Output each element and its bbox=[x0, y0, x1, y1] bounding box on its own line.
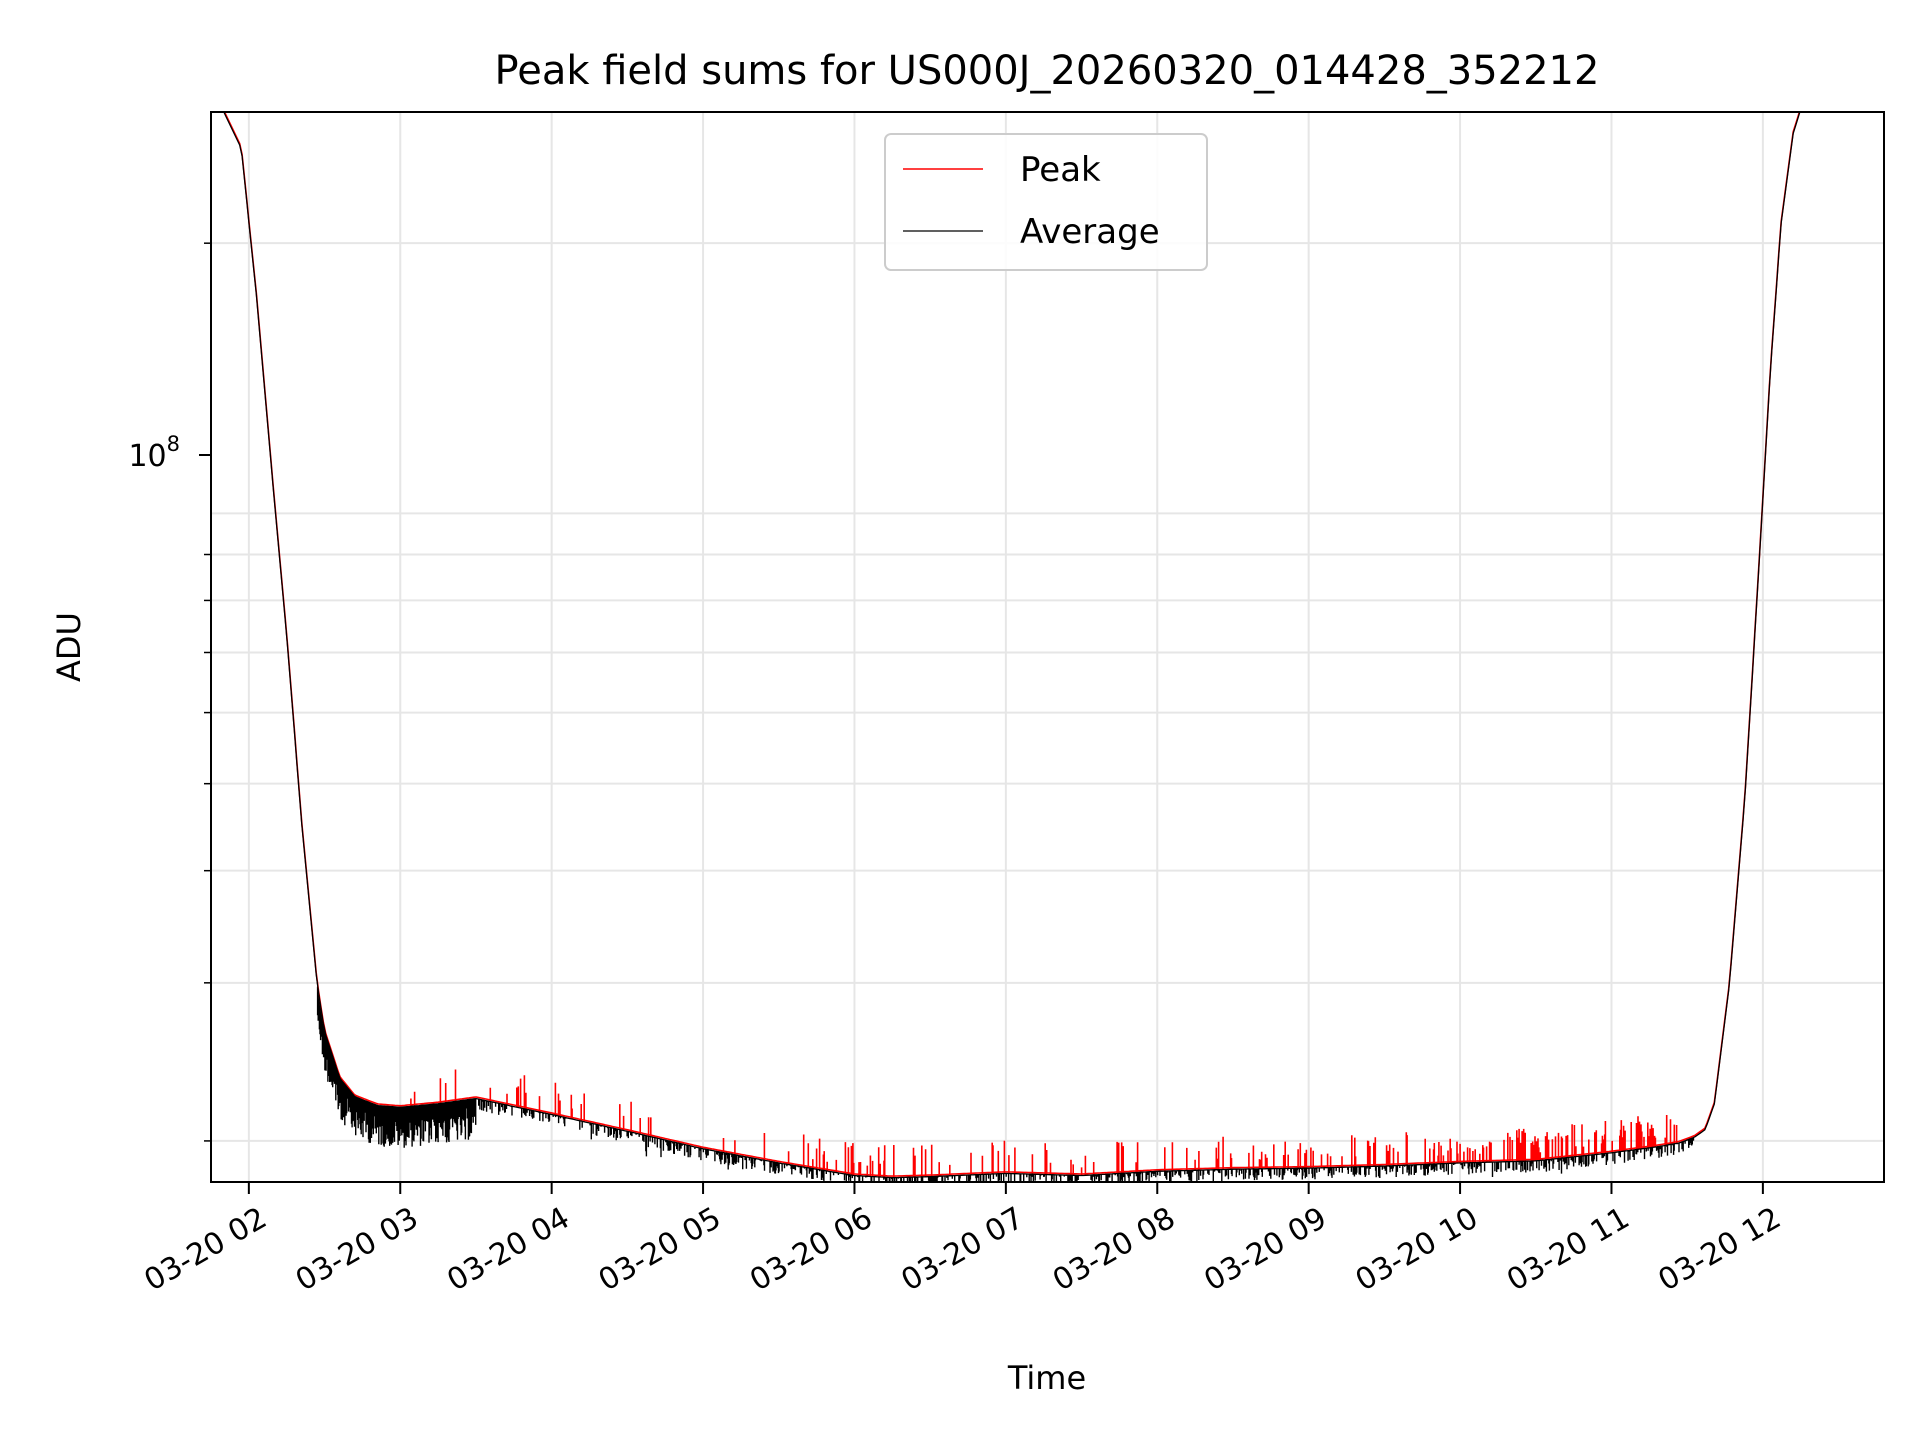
y-tick-label: 108 bbox=[128, 432, 180, 474]
grid bbox=[211, 112, 1884, 1182]
y-axis-label: ADU bbox=[50, 612, 88, 682]
legend: Peak Average bbox=[884, 133, 1208, 271]
legend-peak-label: Peak bbox=[1020, 150, 1101, 190]
plot-frame bbox=[210, 111, 1885, 1183]
x-axis-label: Time bbox=[1007, 1359, 1086, 1397]
legend-average-label: Average bbox=[1020, 212, 1160, 252]
peak-spikes bbox=[410, 1069, 1678, 1178]
series-layer bbox=[223, 112, 1801, 1182]
chart-title: Peak field sums for US000J_20260320_0144… bbox=[495, 48, 1600, 94]
average-series-line bbox=[223, 112, 1801, 1179]
legend-box bbox=[884, 133, 1208, 271]
y-axis: 108 bbox=[128, 242, 211, 1142]
peak-series-line bbox=[223, 112, 1801, 1177]
